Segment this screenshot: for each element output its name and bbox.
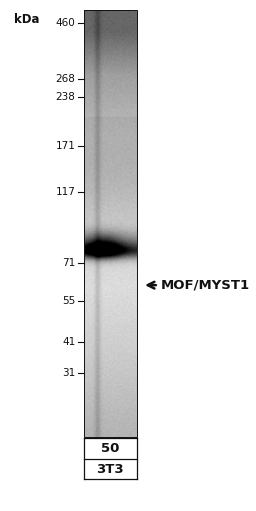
Text: 55: 55 <box>62 296 76 307</box>
Text: 41: 41 <box>62 337 76 347</box>
Text: MOF/MYST1: MOF/MYST1 <box>161 278 250 292</box>
Text: 117: 117 <box>56 187 76 197</box>
Text: kDa: kDa <box>14 13 39 26</box>
Text: 268: 268 <box>56 74 76 84</box>
Text: 71: 71 <box>62 258 76 268</box>
Text: 50: 50 <box>101 442 119 455</box>
Text: 31: 31 <box>62 368 76 378</box>
Text: 3T3: 3T3 <box>97 462 124 476</box>
Text: 171: 171 <box>56 141 76 151</box>
Text: 238: 238 <box>56 92 76 102</box>
Bar <box>84 10 137 437</box>
Text: 460: 460 <box>56 18 76 28</box>
